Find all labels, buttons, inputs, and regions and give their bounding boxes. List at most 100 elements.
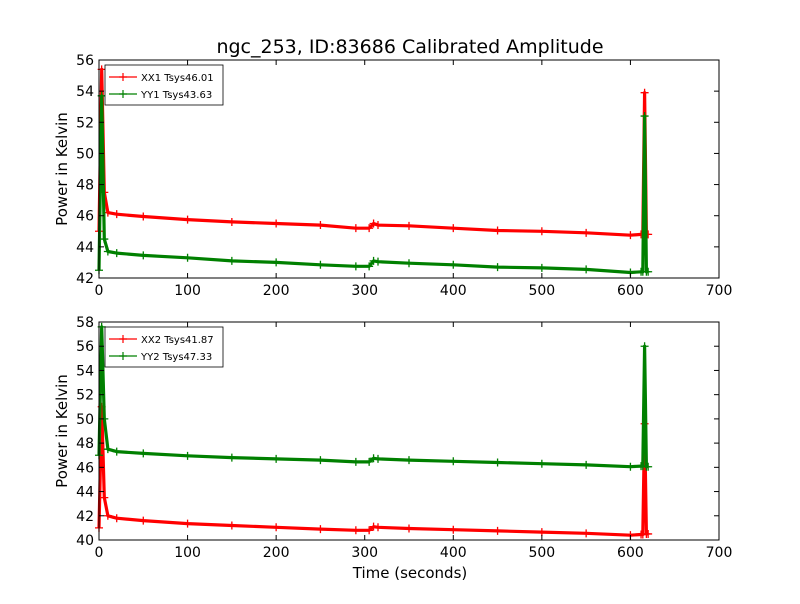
y-tick-label: 46: [76, 460, 94, 476]
data-point-marker: [351, 526, 360, 535]
x-tick-label: 100: [174, 283, 201, 299]
x-tick-label: 200: [263, 545, 290, 561]
data-point-marker: [316, 525, 325, 534]
x-tick-label: 0: [95, 283, 104, 299]
x-tick-label: 200: [263, 283, 290, 299]
y-tick-label: 40: [76, 533, 94, 549]
x-tick-label: 400: [440, 283, 467, 299]
x-tick-label: 400: [440, 545, 467, 561]
data-point-marker: [374, 221, 382, 230]
chart-panel-2: 0 100 200 300 400 500 600 700 40 42 44 46 48 50 52 54 56…: [53, 315, 732, 561]
data-point-marker: [316, 260, 325, 269]
data-point-marker: [640, 342, 649, 351]
legend-label: YY1 Tsys43.63: [140, 90, 212, 101]
data-point-marker: [227, 256, 236, 265]
data-point-marker: [272, 258, 281, 267]
data-point-marker: [316, 221, 325, 230]
data-point-marker: [493, 458, 502, 467]
data-point-marker: [112, 210, 121, 219]
legend-marker: [119, 335, 127, 343]
data-point-marker: [365, 457, 374, 466]
y-tick-label: 56: [76, 339, 94, 355]
data-point-marker: [112, 447, 121, 456]
data-point-marker: [365, 526, 374, 535]
data-point-marker: [351, 224, 360, 233]
data-point-marker: [374, 454, 382, 463]
y-tick-label: 52: [76, 115, 94, 131]
data-point-marker: [644, 529, 653, 538]
data-point-marker: [449, 525, 458, 534]
x-tick-label: 100: [174, 545, 201, 561]
data-point-marker: [183, 451, 192, 460]
data-point-marker: [139, 212, 148, 221]
data-point-marker: [227, 453, 236, 462]
chart-panel-1: 0 100 200 300 400 500 600 700 42 44 46 48 50 52 54 56 Po…: [53, 53, 732, 299]
y-tick-label: 48: [76, 436, 94, 452]
chart-title: ngc_253, ID:83686 Calibrated Amplitude: [216, 36, 603, 58]
x-tick-label: 500: [528, 545, 555, 561]
data-point-marker: [272, 219, 281, 228]
y-axis-label: Power in Kelvin: [53, 374, 71, 488]
axes-frame: [98, 321, 720, 541]
data-point-marker: [449, 260, 458, 269]
y-tick-label: 42: [76, 271, 94, 287]
y-tick-label: 50: [76, 146, 94, 162]
x-tick-label: 700: [706, 283, 733, 299]
data-point-marker: [272, 454, 281, 463]
data-point-marker: [139, 449, 148, 458]
y-tick-label: 44: [76, 240, 94, 256]
y-tick-label: 48: [76, 178, 94, 194]
y-tick-label: 54: [76, 363, 94, 379]
data-point-marker: [183, 519, 192, 528]
data-point-marker: [365, 262, 374, 271]
data-point-marker: [644, 462, 653, 471]
x-axis-label: Time (seconds): [352, 564, 468, 582]
data-point-marker: [374, 257, 382, 266]
data-point-marker: [626, 462, 635, 471]
data-point-marker: [449, 457, 458, 466]
data-point-marker: [112, 249, 121, 258]
data-point-marker: [493, 226, 502, 235]
y-tick-label: 42: [76, 509, 94, 525]
data-point-marker: [369, 256, 378, 265]
data-point-marker: [100, 235, 109, 244]
data-point-marker: [493, 526, 502, 535]
data-point-marker: [183, 253, 192, 262]
data-point-marker: [272, 523, 281, 532]
legend-label: XX1 Tsys46.01: [141, 73, 214, 84]
data-point-marker: [537, 528, 546, 537]
data-point-marker: [644, 267, 653, 276]
legend-marker: [119, 90, 127, 98]
data-point-marker: [405, 456, 413, 465]
data-point-marker: [369, 219, 378, 228]
data-point-marker: [537, 263, 546, 272]
data-point-marker: [374, 523, 382, 532]
data-point-marker: [405, 221, 413, 230]
data-point-marker: [493, 263, 502, 272]
x-tick-label: 300: [351, 283, 378, 299]
data-point-marker: [537, 459, 546, 468]
data-point-marker: [139, 516, 148, 525]
data-point-marker: [582, 529, 591, 538]
x-tick-label: 500: [528, 283, 555, 299]
legend-label: YY2 Tsys47.33: [140, 352, 212, 363]
data-point-marker: [640, 112, 649, 121]
x-tick-label: 600: [617, 545, 644, 561]
x-tick-label: 600: [617, 283, 644, 299]
data-point-marker: [537, 227, 546, 236]
legend-marker: [119, 352, 127, 360]
data-point-marker: [640, 88, 649, 97]
data-point-marker: [227, 217, 236, 226]
x-tick-label: 700: [706, 545, 733, 561]
legend-box: [104, 326, 224, 368]
y-tick-label: 56: [76, 53, 94, 69]
data-point-marker: [112, 514, 121, 523]
data-point-marker: [100, 493, 109, 502]
y-tick-label: 58: [76, 315, 94, 331]
legend-label: XX2 Tsys41.87: [141, 335, 214, 346]
legend-box: [104, 64, 224, 106]
data-point-marker: [351, 457, 360, 466]
axes-frame: [98, 59, 720, 279]
data-point-marker: [405, 259, 413, 268]
